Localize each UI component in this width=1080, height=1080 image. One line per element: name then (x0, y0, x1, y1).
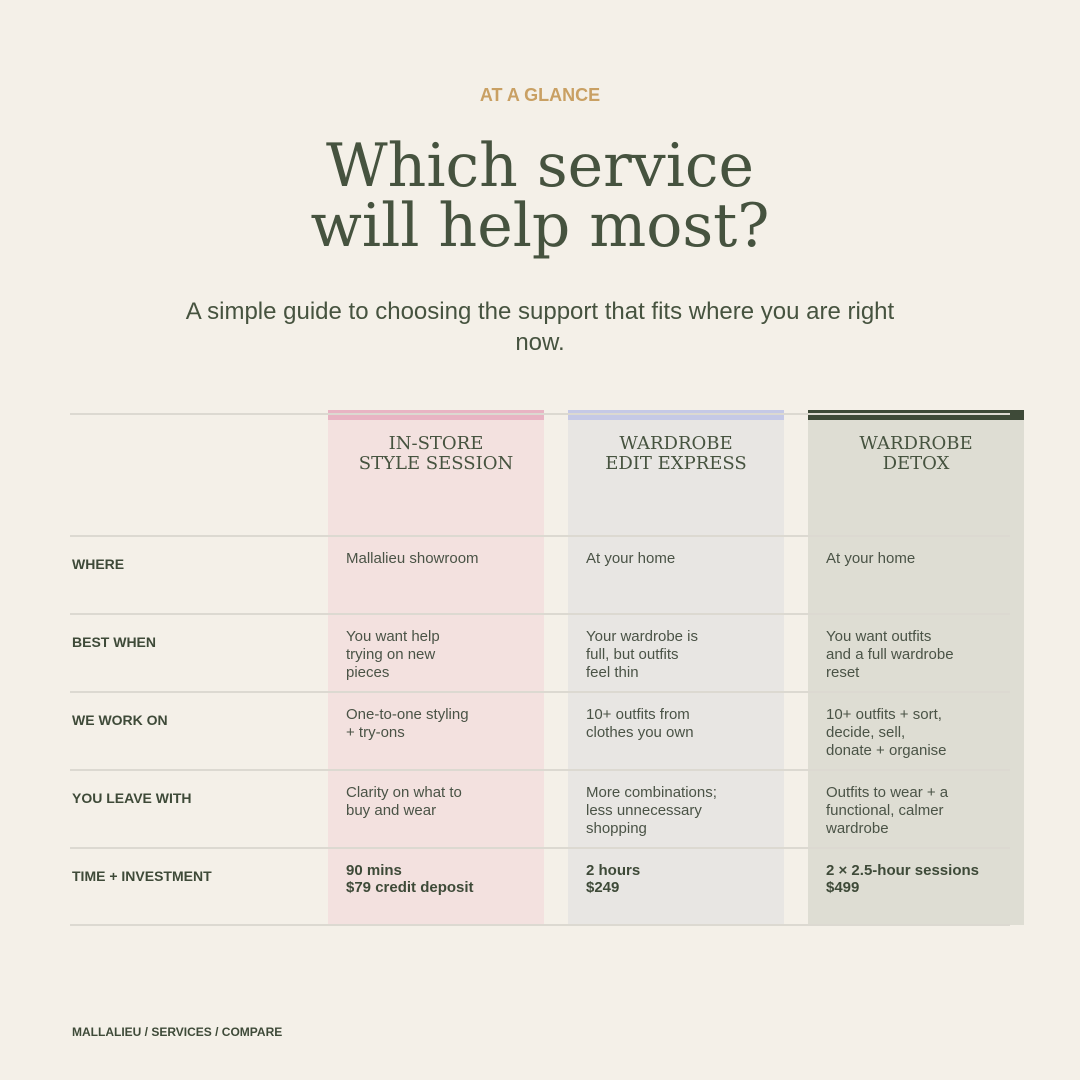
cell: 2 hours $249 (586, 862, 776, 896)
cell-line: reset (826, 664, 860, 681)
cell: Your wardrobe is full, but outfits feel th… (586, 628, 776, 682)
column-header-line: WARDROBE (859, 433, 973, 454)
cell: 10+ outfits from clothes you own (586, 706, 776, 742)
cell-line: full, but outfits (586, 646, 679, 663)
column-bg (808, 410, 1024, 925)
table-line (70, 413, 1010, 415)
cell-line: + try-ons (346, 724, 405, 741)
row-label: YOU LEAVE WITH (72, 790, 192, 806)
column-header: WARDROBE DETOX (808, 434, 1024, 474)
column-header-line: DETOX (882, 453, 950, 474)
cell-line: 10+ outfits from (586, 706, 690, 723)
row-label: WE WORK ON (72, 712, 168, 728)
cell-line: shopping (586, 820, 647, 837)
cell: 2 × 2.5-hour sessions $499 (826, 862, 1016, 896)
title-line: will help most? (310, 191, 770, 261)
cell-line: More combinations; (586, 784, 717, 801)
row-label: WHERE (72, 556, 125, 572)
column-header: WARDROBE EDIT EXPRESS (568, 434, 784, 474)
title-line: Which service (326, 131, 754, 201)
cell-line: trying on new (346, 646, 436, 663)
row-label: TIME + INVESTMENT (72, 868, 212, 884)
cell-line: $79 credit deposit (346, 879, 474, 896)
cell: 90 mins $79 credit deposit (346, 862, 536, 896)
table-line (70, 691, 1010, 693)
table-line (70, 924, 1010, 926)
table-line (70, 613, 1010, 615)
cell-line: Your wardrobe is (586, 628, 699, 645)
cell: One-to-one styling + try-ons (346, 706, 536, 742)
cell-line: Mallalieu showroom (346, 550, 479, 567)
cell-line: One-to-one styling (346, 706, 469, 723)
cell: More combinations; less unnecessary shoppi… (586, 784, 776, 838)
cell-line: $249 (586, 879, 620, 896)
cell-line: feel thin (586, 664, 639, 681)
title: Which service will help most? (0, 136, 1080, 256)
eyebrow: AT A GLANCE (479, 85, 601, 105)
cell-line: 2 hours (586, 862, 641, 879)
cell-line: Outfits to wear + a (826, 784, 949, 801)
cell-line: At your home (586, 550, 676, 567)
cell-line: functional, calmer (826, 802, 944, 819)
column-bar (808, 410, 1024, 420)
cell-line: 2 × 2.5-hour sessions (826, 862, 979, 879)
cell-line: wardrobe (826, 820, 889, 837)
column-bg (568, 410, 784, 925)
cell: Mallalieu showroom (346, 550, 536, 568)
cell: You want outfits and a full wardrobe reset (826, 628, 1016, 682)
cell-line: pieces (346, 664, 390, 681)
cell-line: You want outfits (826, 628, 932, 645)
column-bar (568, 410, 784, 420)
column-bg (328, 410, 544, 925)
subtitle: A simple guide to choosing the support t… (185, 298, 895, 356)
cell: Clarity on what to buy and wear (346, 784, 536, 820)
cell-line: decide, sell, (826, 724, 906, 741)
cell-line: buy and wear (346, 802, 437, 819)
cell-line: clothes you own (586, 724, 694, 741)
column-header-line: STYLE SESSION (358, 453, 514, 474)
cell-line: You want help (346, 628, 440, 645)
cell: 10+ outfits + sort, decide, sell, donate +… (826, 706, 1016, 760)
cell-line: Clarity on what to (346, 784, 462, 801)
footer: MALLALIEU / SERVICES / COMPARE (72, 1025, 283, 1039)
cell: At your home (826, 550, 1016, 568)
cell-line: At your home (826, 550, 916, 567)
cell-line: less unnecessary (586, 802, 702, 819)
table-line (70, 769, 1010, 771)
cell-line: $499 (826, 879, 860, 896)
column-header: IN-STORE STYLE SESSION (328, 434, 544, 474)
cell: At your home (586, 550, 776, 568)
cell-line: 10+ outfits + sort, (826, 706, 942, 723)
column-header-line: IN-STORE (388, 433, 484, 454)
cell-line: donate + organise (826, 742, 947, 759)
row-label: BEST WHEN (72, 634, 156, 650)
column-header-line: WARDROBE (619, 433, 733, 454)
cell-line: and a full wardrobe (826, 646, 954, 663)
table-line (70, 535, 1010, 537)
column-bar (328, 410, 544, 420)
cell: You want help trying on new pieces (346, 628, 536, 682)
table-line (70, 847, 1010, 849)
cell: Outfits to wear + a functional, calmer war… (826, 784, 1016, 838)
column-header-line: EDIT EXPRESS (605, 453, 747, 474)
cell-line: 90 mins (346, 862, 402, 879)
